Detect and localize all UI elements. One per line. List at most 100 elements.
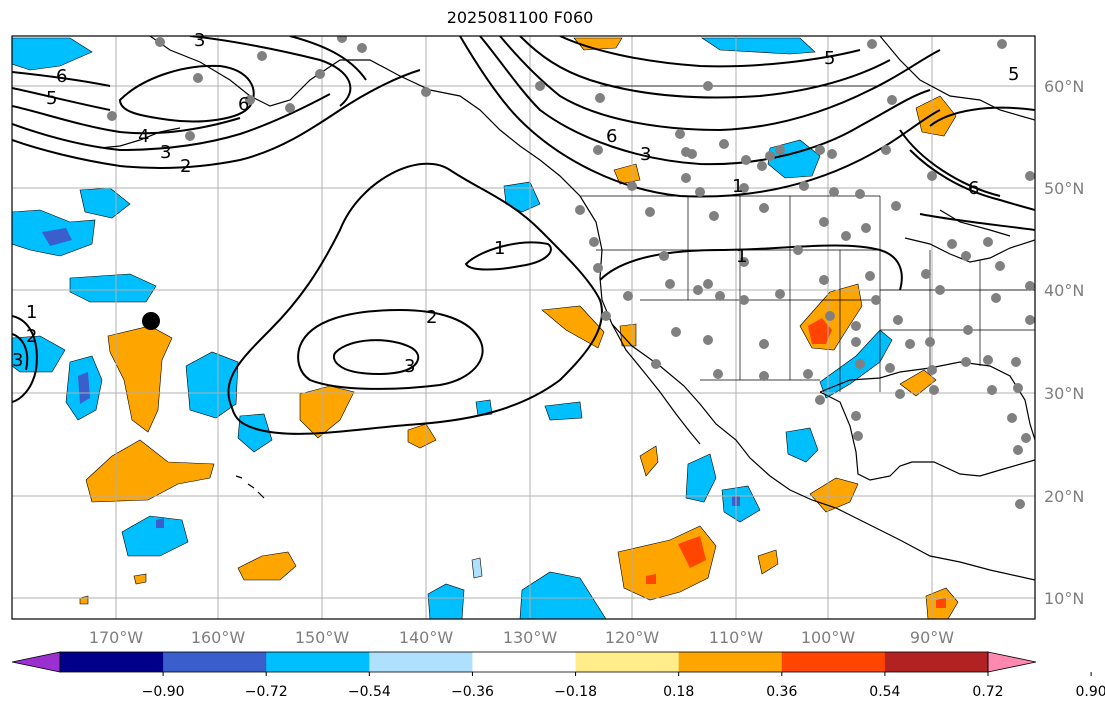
colorbar-label: 0.18 xyxy=(663,684,694,700)
blue-anomaly-region xyxy=(519,571,607,619)
contour-label: 3 xyxy=(640,144,651,165)
colorbar-label: 0.36 xyxy=(766,684,797,700)
contour-label: 4 xyxy=(138,126,149,147)
colorbar-label: 0.54 xyxy=(869,684,900,700)
colorbar-segment xyxy=(781,652,886,672)
strong-negative-core xyxy=(78,372,90,404)
orange-anomaly-region xyxy=(133,573,147,585)
blue-anomaly-region xyxy=(701,37,816,55)
lon-tick-label: 160°W xyxy=(191,628,246,647)
contour-label: 2 xyxy=(426,307,437,328)
colorbar-segment xyxy=(472,652,577,672)
colorbar-segment xyxy=(575,652,680,672)
map-title: 2025081100 F060 xyxy=(446,8,594,27)
lon-tick-label: 150°W xyxy=(295,628,350,647)
orange-anomaly-region xyxy=(757,549,779,575)
contour-label: 1 xyxy=(736,246,747,267)
blue-anomaly-region xyxy=(471,557,483,579)
orange-anomaly-region xyxy=(639,445,659,477)
lat-tick-label: 60°N xyxy=(1044,77,1084,96)
station-dots xyxy=(107,36,1035,509)
contour-line xyxy=(459,36,941,198)
latitude-labels: 60°N 50°N 40°N 30°N 20°N 10°N xyxy=(1044,77,1084,608)
colorbar-label: −0.18 xyxy=(554,684,597,700)
strong-negative-core xyxy=(156,518,164,528)
colorbar-label: 0.72 xyxy=(972,684,1003,700)
colorbar: −0.90 −0.72 −0.54 −0.36 −0.18 0.18 0.36 0.54 0.7… xyxy=(11,651,1105,700)
contour-line xyxy=(519,36,891,99)
colorbar-extend-min xyxy=(11,651,61,673)
contour-label: 1 xyxy=(494,238,505,259)
contour-line xyxy=(12,105,241,135)
blue-anomaly-region xyxy=(237,413,273,453)
blue-anomaly-region xyxy=(69,273,157,303)
colorbar-extend-max xyxy=(987,651,1037,673)
political-borders xyxy=(580,85,1035,392)
longitude-labels: 170°W 160°W 150°W 140°W 130°W 120°W 110°… xyxy=(89,628,954,647)
contour-line xyxy=(12,93,331,152)
contour-line xyxy=(479,36,931,166)
lat-tick-label: 50°N xyxy=(1044,179,1084,198)
orange-anomaly-region xyxy=(617,525,717,601)
lat-tick-label: 10°N xyxy=(1044,589,1084,608)
orange-anomaly-region xyxy=(915,95,957,137)
lon-tick-label: 90°W xyxy=(910,628,954,647)
lat-tick-label: 40°N xyxy=(1044,281,1084,300)
colorbar-label: −0.36 xyxy=(451,684,494,700)
blue-anomaly-region xyxy=(685,453,717,503)
contour-line xyxy=(559,36,861,68)
blue-anomaly-region xyxy=(503,181,541,213)
contour-line xyxy=(289,36,367,81)
orange-anomaly-region xyxy=(237,551,297,581)
contour-line xyxy=(118,64,255,123)
contour-line xyxy=(189,36,352,107)
strong-positive-core xyxy=(808,318,832,344)
contour-label: 6 xyxy=(238,94,249,115)
colorbar-segment xyxy=(678,652,783,672)
contour-line xyxy=(12,315,38,403)
colorbar-label: 0.90 xyxy=(1076,684,1105,700)
contour-line xyxy=(464,241,552,271)
strong-negative-core xyxy=(42,228,72,246)
contour-label: 3 xyxy=(160,142,171,163)
lat-tick-label: 30°N xyxy=(1044,384,1084,403)
contour-label: 1 xyxy=(26,302,37,323)
blue-anomaly-region xyxy=(767,139,821,179)
contour-line xyxy=(12,71,111,87)
contour-label: 6 xyxy=(56,66,67,87)
contour-label: 1 xyxy=(732,176,743,197)
location-marker xyxy=(142,312,160,330)
orange-anomaly-region xyxy=(613,163,641,185)
blue-anomaly-region xyxy=(427,583,465,619)
colorbar-segment xyxy=(884,652,989,672)
colorbar-segment xyxy=(369,652,473,672)
contour-label: 3 xyxy=(194,30,205,51)
contour-label: 2 xyxy=(26,326,37,347)
blue-anomaly-region xyxy=(721,485,761,523)
contour-label: 3 xyxy=(404,356,415,377)
contour-line xyxy=(909,149,1035,211)
contour-label: 5 xyxy=(824,48,835,69)
contour-label: 3 xyxy=(12,350,23,371)
blue-anomaly-region xyxy=(121,515,189,557)
orange-anomaly-region xyxy=(79,595,89,605)
lon-tick-label: 130°W xyxy=(503,628,558,647)
contour-lines xyxy=(12,36,1035,435)
colorbar-segment xyxy=(266,652,370,672)
contour-line xyxy=(599,244,903,291)
orange-anomaly-region xyxy=(541,305,605,349)
blue-anomaly-region xyxy=(12,37,93,71)
contour-line xyxy=(929,106,1035,127)
graticule xyxy=(12,36,1035,619)
orange-anomaly-region xyxy=(85,439,215,503)
colorbar-label: −0.54 xyxy=(348,684,391,700)
orange-anomaly-region xyxy=(107,325,173,433)
contour-label: 6 xyxy=(606,126,617,147)
contour-label: 6 xyxy=(968,178,979,199)
contour-label-layer: 1 2 3 1 5 6 4 3 2 5 6 3 6 5 6 1 1 2 3 3 xyxy=(12,30,1019,377)
lat-tick-label: 20°N xyxy=(1044,487,1084,506)
lon-tick-label: 170°W xyxy=(89,628,144,647)
map-frame xyxy=(11,35,1036,620)
contour-line xyxy=(12,69,421,169)
